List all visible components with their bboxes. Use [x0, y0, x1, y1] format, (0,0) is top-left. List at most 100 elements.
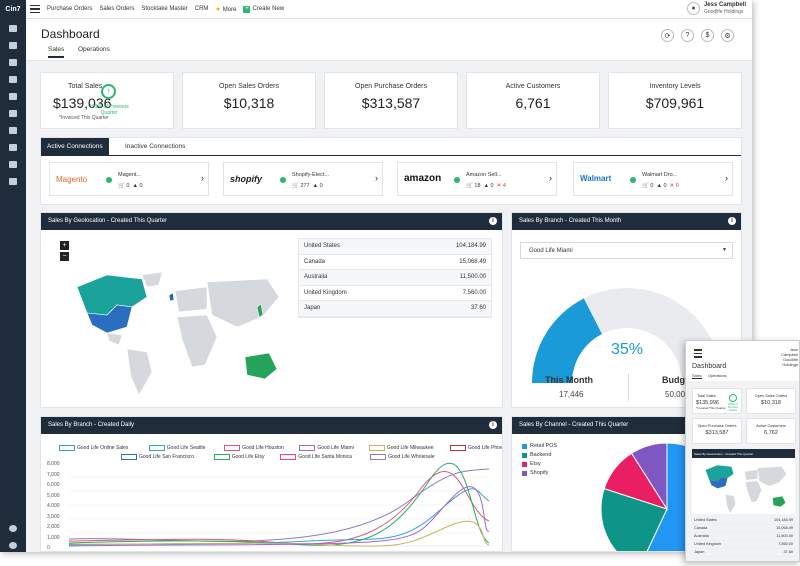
- app-logo[interactable]: Cin7: [5, 6, 21, 13]
- legend-item[interactable]: Good Life Etsy: [213, 454, 264, 460]
- world-map[interactable]: [47, 257, 297, 397]
- mobile-kpi-open-purchase[interactable]: Open Purchase Orders $313,587: [692, 418, 742, 444]
- tab-active-connections[interactable]: Active Connections: [41, 138, 109, 155]
- kpi-value: $139,036: [53, 95, 112, 111]
- kpi-open-purchase[interactable]: Open Purchase Orders $313,587: [324, 72, 458, 129]
- pie-slice[interactable]: [630, 442, 668, 511]
- shopify-logo: shopify: [230, 174, 263, 184]
- series-line[interactable]: [69, 486, 490, 547]
- store-icon[interactable]: [0, 173, 26, 190]
- legend-item[interactable]: Good Life Seattle: [148, 445, 205, 451]
- legend-label: Good Life Miami: [317, 445, 354, 451]
- menu-icon[interactable]: [694, 349, 702, 358]
- stock-icon[interactable]: [0, 105, 26, 122]
- mobile-kpi-total-sales[interactable]: Total Sales $135,996 *Invoiced This Quar…: [692, 388, 742, 414]
- folder-icon[interactable]: [0, 71, 26, 88]
- chevron-right-icon[interactable]: ›: [725, 173, 728, 183]
- legend-item[interactable]: Good Life Milwaukee: [368, 445, 434, 451]
- nav-purchase-orders[interactable]: Purchase Orders: [47, 6, 93, 12]
- reports-icon[interactable]: [0, 156, 26, 173]
- mobile-tab-operations[interactable]: Operations: [708, 374, 727, 378]
- dollar-icon[interactable]: $: [701, 29, 714, 42]
- legend-item[interactable]: Backend: [522, 452, 551, 458]
- zoom-out-button[interactable]: −: [60, 252, 69, 261]
- map-greenland[interactable]: [141, 271, 163, 288]
- series-line[interactable]: [69, 520, 490, 547]
- legend-label: Etsy: [530, 461, 541, 467]
- mobile-kpi-customers[interactable]: Active Customers 6,762: [746, 418, 796, 444]
- mobile-user[interactable]: Jess Campbell Goodlife Holdings: [772, 347, 798, 367]
- cart-icon[interactable]: [0, 88, 26, 105]
- info-icon[interactable]: i: [728, 217, 736, 225]
- kpi-active-customers[interactable]: Active Customers 6,761: [466, 72, 600, 129]
- connection-stats: 🛒 277 ▲ 0: [292, 183, 323, 189]
- refresh-icon[interactable]: ⟳: [661, 29, 674, 42]
- building-icon[interactable]: [0, 139, 26, 156]
- map-australia[interactable]: [244, 352, 278, 380]
- y-tick-label: 0: [47, 545, 50, 551]
- map-uk[interactable]: [168, 292, 175, 302]
- legend-item[interactable]: Good Life San Francisco: [121, 454, 194, 460]
- kpi-total-sales[interactable]: Total Sales $139,036 *Invoiced This Quar…: [40, 72, 174, 129]
- products-icon[interactable]: [0, 54, 26, 71]
- tab-sales[interactable]: Sales: [48, 46, 65, 58]
- kpi-inventory[interactable]: Inventory Levels $709,961: [608, 72, 742, 129]
- nav-create-new[interactable]: + Create New: [243, 5, 284, 13]
- settings-icon[interactable]: [0, 537, 26, 552]
- chevron-right-icon[interactable]: ›: [375, 173, 378, 183]
- mobile-kpi-open-sales[interactable]: Open Sales Orders $10,318: [746, 388, 796, 414]
- legend-item[interactable]: Good Life Houston: [224, 445, 284, 451]
- pie-slice[interactable]: [600, 487, 668, 552]
- map-canada[interactable]: [76, 274, 148, 316]
- tab-operations[interactable]: Operations: [78, 46, 110, 53]
- legend-item[interactable]: Good Life Phoenix: [450, 445, 502, 451]
- chevron-right-icon[interactable]: ›: [201, 173, 204, 183]
- users-icon[interactable]: [0, 20, 26, 37]
- legend-item[interactable]: Good Life Santa Monica: [280, 454, 352, 460]
- chevron-right-icon[interactable]: ›: [549, 173, 552, 183]
- kpi-label: Open Sales Orders: [754, 394, 788, 398]
- mobile-tab-sales[interactable]: Sales: [692, 374, 702, 379]
- kpi-open-sales[interactable]: Open Sales Orders $10,318: [182, 72, 316, 129]
- connection-shopify[interactable]: shopify Shopify-Elect... 🛒 277 ▲ 0 ›: [223, 162, 383, 196]
- country: Canada: [694, 526, 708, 530]
- map-japan[interactable]: [256, 303, 264, 318]
- legend-item[interactable]: Retail POS: [522, 443, 557, 449]
- legend-item[interactable]: Good Life Online Sales: [59, 445, 128, 451]
- menu-icon[interactable]: [30, 4, 40, 14]
- gear-icon[interactable]: ⚙: [721, 29, 734, 42]
- mobile-world-map[interactable]: [692, 458, 795, 514]
- map-usa[interactable]: [86, 304, 133, 334]
- table-row: United Kingdom 7,560.00: [299, 285, 491, 301]
- connection-amazon[interactable]: amazon Amazon Sell... 🛒 18 ▲ 0 ✕ 4 ›: [397, 162, 557, 196]
- tab-inactive-connections[interactable]: Inactive Connections: [125, 143, 186, 150]
- zoom-in-button[interactable]: +: [60, 241, 69, 250]
- connection-walmart[interactable]: Walmart Walmart Dro... 🛒 0 ▲ 0 ✕ 0 ›: [573, 162, 733, 196]
- nav-sales-orders[interactable]: Sales Orders: [99, 6, 135, 12]
- legend-item[interactable]: Shopify: [522, 470, 548, 476]
- sync-icon[interactable]: [0, 520, 26, 537]
- nav-stocktake-master[interactable]: Stocktake Master: [141, 6, 188, 12]
- series-line[interactable]: [69, 471, 490, 545]
- nav-more[interactable]: ★ More: [215, 6, 236, 13]
- contacts-icon[interactable]: [0, 37, 26, 54]
- map-europe[interactable]: [174, 286, 208, 313]
- legend-item[interactable]: Good Life Wholesale: [370, 454, 435, 460]
- map-asia[interactable]: [206, 278, 280, 328]
- branch-select[interactable]: Good Life Miami ▼: [520, 242, 733, 259]
- truck-icon[interactable]: [0, 122, 26, 139]
- legend-item[interactable]: Etsy: [522, 461, 541, 467]
- map-south-america[interactable]: [126, 348, 153, 396]
- help-icon[interactable]: ?: [681, 29, 694, 42]
- nav-crm[interactable]: CRM: [194, 6, 209, 12]
- daily-line-chart[interactable]: [69, 461, 493, 551]
- info-icon[interactable]: i: [489, 217, 497, 225]
- connection-magento[interactable]: Magento Magent... 🛒 0 ▲ 0 ›: [49, 162, 209, 196]
- country: United States: [304, 243, 341, 249]
- user-menu[interactable]: ● Jess Campbell Goodlife Holdings: [686, 2, 746, 15]
- legend-label: Good Life Online Sales: [77, 445, 129, 451]
- info-icon[interactable]: i: [489, 421, 497, 429]
- map-africa[interactable]: [176, 314, 218, 368]
- legend-item[interactable]: Good Life Miami: [299, 445, 354, 451]
- map-mexico[interactable]: [106, 332, 123, 346]
